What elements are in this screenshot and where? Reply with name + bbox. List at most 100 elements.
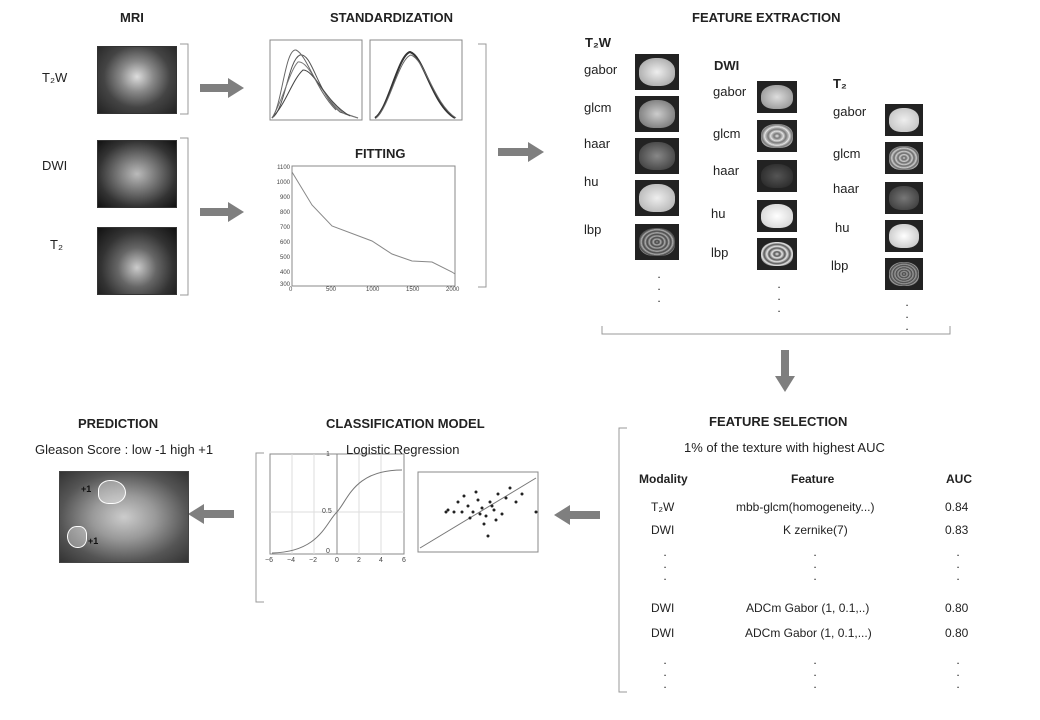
fe-group-t2-title: T₂ (833, 76, 847, 91)
fe-dwi-feature: hu (711, 206, 726, 221)
mri-image-t2w (97, 46, 177, 114)
fitting-y-tick: 800 (279, 210, 290, 216)
fe-dwi-image (757, 238, 797, 270)
fs-ellipsis: ... (813, 545, 817, 583)
bracket-dwi-t2 (180, 137, 189, 296)
classification-subtitle: Logistic Regression (346, 442, 460, 457)
fs-row-auc: 0.84 (945, 500, 969, 514)
arrow-to-classification (554, 505, 600, 525)
arrow-down-to-selection (775, 350, 795, 392)
fe-t2-image (885, 258, 923, 290)
fitting-x-tick: 500 (326, 287, 337, 293)
fitting-x-tick: 2000 (446, 287, 460, 293)
feature-extraction-title: FEATURE EXTRACTION (692, 10, 841, 25)
fitting-y-tick: 700 (279, 225, 290, 231)
prediction-subtitle: Gleason Score : low -1 high +1 (35, 442, 214, 457)
prediction-title: PREDICTION (78, 416, 159, 431)
fs-ellipsis: ... (663, 653, 667, 691)
sigmoid-x-tick: 0 (335, 557, 339, 564)
fitting-y-tick: 1100 (277, 165, 290, 171)
prediction-mark: +1 (88, 536, 99, 546)
sigmoid-plot (269, 453, 405, 555)
scatter-points (444, 486, 538, 538)
fs-ellipsis: ... (956, 653, 960, 691)
fe-t2-feature: glcm (833, 146, 861, 161)
fe-t2w-image (635, 138, 679, 174)
fs-col-auc: AUC (946, 472, 972, 486)
mri-image-dwi (97, 140, 177, 208)
arrow-mri-to-fitting (200, 202, 244, 222)
prediction-region-1 (98, 480, 126, 504)
fe-t2w-image (635, 54, 679, 90)
mri-label-t2: T₂ (50, 237, 63, 252)
fe-dwi-image (757, 120, 797, 152)
sigmoid-x-axis: −6 −4 −2 0 2 4 6 (265, 557, 409, 567)
fitting-title: FITTING (355, 146, 406, 161)
feature-selection-title: FEATURE SELECTION (709, 414, 848, 429)
fe-t2-feature: lbp (831, 258, 849, 273)
mri-image-t2 (97, 227, 177, 295)
fe-group-t2w-title: T₂W (585, 35, 611, 50)
fe-t2w-feature: haar (584, 136, 611, 151)
fe-t2w-feature: gabor (584, 62, 618, 77)
bracket-feature-extraction (601, 326, 951, 335)
fitting-y-tick: 900 (279, 195, 290, 201)
fe-dwi-image (757, 81, 797, 113)
sigmoid-x-tick: 2 (357, 557, 361, 564)
fs-row-modality: T₂W (651, 500, 675, 514)
scatter-plot (417, 471, 539, 553)
sigmoid-y-tick: 0 (326, 548, 330, 555)
mri-title: MRI (120, 10, 144, 25)
prediction-mark: +1 (81, 484, 92, 494)
arrow-to-prediction (188, 504, 234, 524)
fe-group-dwi-title: DWI (714, 58, 740, 73)
feature-selection-subtitle: 1% of the texture with highest AUC (684, 440, 885, 455)
histogram-after (369, 39, 463, 121)
bracket-t2w (180, 43, 189, 115)
bracket-standardization (478, 43, 487, 288)
fitting-x-tick: 0 (289, 287, 293, 293)
fs-row-auc: 0.83 (945, 523, 969, 537)
fe-dwi-feature: gabor (713, 84, 747, 99)
fitting-y-axis: 1100 1000 900 800 700 600 500 400 300 (268, 162, 292, 292)
fs-col-feature: Feature (791, 472, 835, 486)
sigmoid-y-tick: 1 (326, 451, 330, 458)
sigmoid-x-tick: −2 (309, 557, 317, 564)
fs-row-feature: ADCm Gabor (1, 0.1,...) (745, 626, 872, 640)
fe-t2-image (885, 182, 923, 214)
bracket-classification (255, 452, 264, 603)
mri-label-dwi: DWI (42, 158, 68, 173)
fitting-x-axis: 0 500 1000 1500 2000 (288, 287, 460, 295)
fe-t2w-more: ... (657, 267, 661, 305)
fe-t2-feature: hu (835, 220, 850, 235)
fe-t2w-image (635, 180, 679, 216)
arrow-mri-to-standardization (200, 78, 244, 98)
sigmoid-x-tick: −4 (287, 557, 295, 564)
fs-ellipsis: ... (663, 545, 667, 583)
fe-dwi-feature: glcm (713, 126, 741, 141)
histogram-before (269, 39, 363, 121)
prediction-image: +1 +1 (59, 471, 189, 563)
fitting-x-tick: 1500 (406, 287, 420, 293)
fitting-y-tick: 400 (279, 270, 290, 276)
prediction-region-2 (67, 526, 87, 548)
fe-t2w-feature: hu (584, 174, 599, 189)
fe-dwi-feature: lbp (711, 245, 729, 260)
fitting-x-tick: 1000 (366, 287, 380, 293)
fs-row-auc: 0.80 (945, 626, 969, 640)
fe-t2-feature: haar (833, 181, 860, 196)
classification-title: CLASSIFICATION MODEL (326, 416, 485, 431)
fe-t2w-image (635, 96, 679, 132)
fs-row-feature: ADCm Gabor (1, 0.1,..) (746, 601, 870, 615)
fs-row-modality: DWI (651, 523, 675, 537)
fe-dwi-image (757, 200, 797, 232)
fe-dwi-more: ... (777, 277, 781, 315)
fitting-y-tick: 600 (279, 240, 290, 246)
fe-t2-feature: gabor (833, 104, 867, 119)
mri-label-t2w: T₂W (42, 70, 68, 85)
fe-t2-more: ... (905, 295, 909, 333)
fs-ellipsis: ... (956, 545, 960, 583)
fs-row-feature: mbb-glcm(homogeneity...) (736, 500, 875, 514)
sigmoid-x-tick: 6 (402, 557, 406, 564)
